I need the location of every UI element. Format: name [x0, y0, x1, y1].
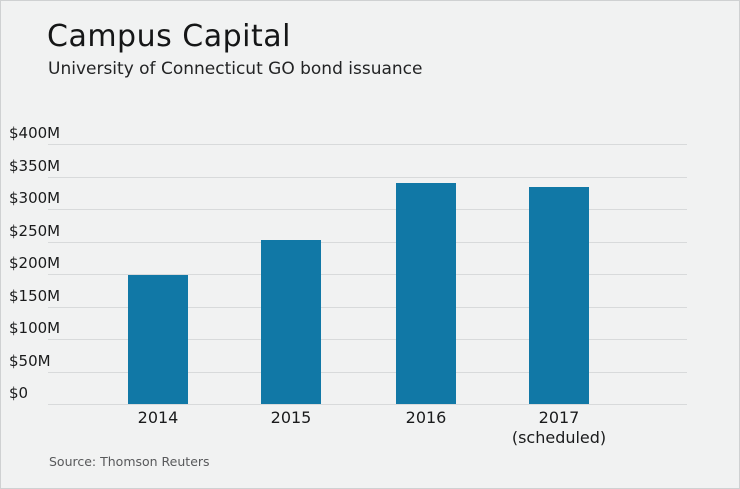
gridline [48, 306, 687, 308]
chart-subtitle: University of Connecticut GO bond issuan… [48, 59, 423, 79]
y-tick-label: $300M [9, 189, 61, 207]
x-tick-label: 2014 [137, 408, 179, 427]
y-tick-label: $200M [9, 254, 61, 272]
x-tick-label: 2017 (scheduled) [484, 408, 634, 448]
gridline [48, 241, 687, 243]
gridline [48, 339, 687, 340]
x-tick-sublabel: (scheduled) [511, 428, 607, 447]
gridline [48, 274, 687, 275]
y-tick-label: $0 [9, 384, 29, 402]
gridline [48, 209, 687, 210]
y-tick-label: $100M [9, 319, 61, 337]
y-tick-label: $350M [9, 156, 61, 175]
plot-area [48, 144, 687, 405]
gridline [48, 404, 687, 405]
x-tick-label: 2015 [270, 408, 312, 427]
y-tick-label: $50M [9, 351, 51, 370]
gridline [48, 176, 687, 178]
y-tick-label: $400M [9, 124, 61, 142]
bar-2017 [529, 186, 589, 404]
bar-2014 [128, 275, 188, 404]
gridline [48, 144, 687, 145]
source-attribution: Source: Thomson Reuters [49, 454, 210, 469]
bar-2016 [396, 183, 456, 404]
bar-2015 [261, 240, 321, 404]
gridline [48, 371, 687, 373]
y-tick-label: $150M [9, 286, 61, 305]
x-tick-label: 2016 [405, 408, 447, 427]
y-tick-label: $250M [9, 221, 61, 240]
chart-title: Campus Capital [47, 19, 291, 54]
